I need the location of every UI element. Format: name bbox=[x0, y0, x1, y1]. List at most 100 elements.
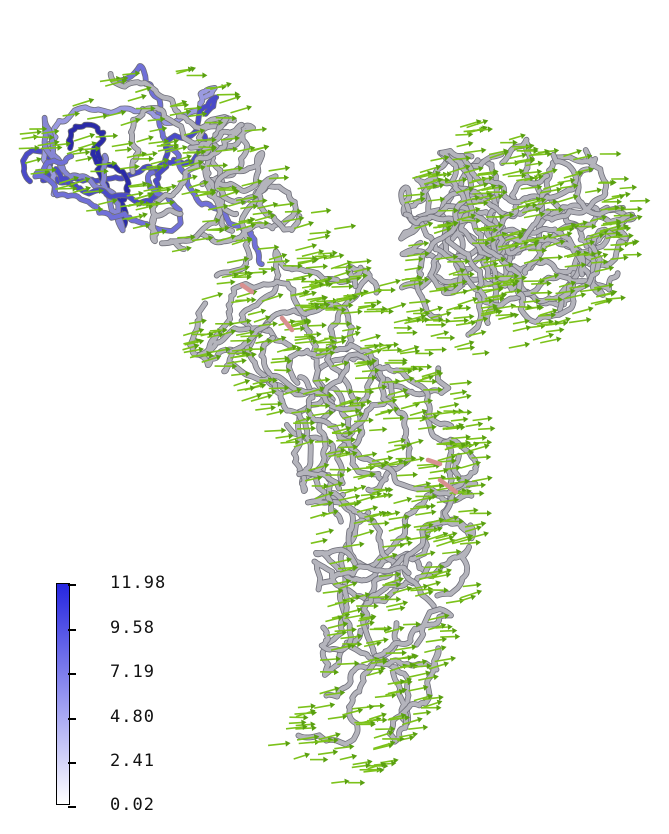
displacement-arrow-head bbox=[608, 265, 615, 272]
displacement-arrow-shaft bbox=[418, 465, 437, 470]
accent-segment bbox=[239, 282, 255, 295]
displacement-arrow-head bbox=[553, 273, 560, 279]
displacement-arrow-head bbox=[417, 265, 423, 271]
displacement-arrow-shaft bbox=[146, 164, 164, 168]
displacement-arrow-shaft bbox=[408, 242, 425, 247]
displacement-arrow-head bbox=[232, 115, 238, 122]
displacement-arrow-head bbox=[419, 307, 425, 314]
displacement-arrow-head bbox=[280, 335, 287, 342]
displacement-arrow-shaft bbox=[611, 193, 626, 198]
displacement-arrow-head bbox=[350, 436, 357, 443]
displacement-arrow-shaft bbox=[226, 258, 245, 264]
displacement-arrow-head bbox=[402, 387, 409, 394]
colorbar-label-5: 2.41 bbox=[110, 751, 155, 771]
displacement-arrow-head bbox=[329, 702, 336, 709]
displacement-arrow-shaft bbox=[516, 177, 531, 182]
displacement-arrow-shaft bbox=[335, 402, 350, 408]
displacement-arrow-shaft bbox=[457, 298, 474, 306]
colorbar-tick bbox=[68, 584, 76, 586]
displacement-arrow-head bbox=[552, 167, 558, 174]
displacement-arrow-shaft bbox=[98, 200, 114, 206]
displacement-arrow-head bbox=[355, 594, 361, 601]
displacement-arrow-head bbox=[470, 594, 477, 601]
displacement-arrow-head bbox=[272, 201, 279, 208]
accent-segment bbox=[279, 315, 295, 333]
displacement-arrow-head bbox=[475, 460, 482, 467]
colorbar-label-3: 7.19 bbox=[110, 662, 155, 682]
displacement-arrow-shaft bbox=[137, 153, 153, 157]
displacement-arrow-shaft bbox=[600, 207, 616, 211]
displacement-arrow-head bbox=[185, 109, 192, 116]
displacement-arrow-head bbox=[400, 302, 407, 308]
displacement-arrow-shaft bbox=[404, 267, 419, 271]
displacement-arrow-shaft bbox=[398, 347, 415, 353]
displacement-arrow-shaft bbox=[415, 511, 432, 516]
displacement-arrow-head bbox=[103, 168, 109, 175]
displacement-arrow-head bbox=[264, 220, 270, 226]
displacement-arrow-shaft bbox=[183, 348, 200, 354]
displacement-arrow-shaft bbox=[331, 362, 345, 368]
displacement-arrow-shaft bbox=[158, 185, 173, 191]
displacement-arrow-shaft bbox=[268, 387, 285, 390]
colorbar-label-min: 0.02 bbox=[110, 795, 155, 815]
displacement-arrow-head bbox=[351, 753, 358, 760]
displacement-arrow-shaft bbox=[309, 283, 327, 291]
displacement-arrow-head bbox=[88, 97, 95, 104]
displacement-arrow-head bbox=[483, 443, 490, 450]
displacement-arrow-shaft bbox=[537, 201, 554, 206]
displacement-arrow-shaft bbox=[388, 516, 405, 521]
displacement-arrow-head bbox=[598, 232, 605, 239]
displacement-arrow-head bbox=[493, 227, 499, 234]
displacement-arrow-head bbox=[283, 174, 290, 181]
displacement-arrow-head bbox=[443, 467, 449, 474]
displacement-arrow-shaft bbox=[444, 444, 462, 451]
displacement-arrow-head bbox=[470, 320, 477, 326]
displacement-arrow-head bbox=[614, 204, 620, 211]
displacement-arrow-head bbox=[244, 265, 250, 271]
displacement-arrow-head bbox=[498, 285, 504, 292]
displacement-arrow-shaft bbox=[291, 410, 308, 414]
displacement-arrow-head bbox=[577, 170, 584, 177]
displacement-arrow-head bbox=[303, 318, 309, 325]
displacement-arrow-shaft bbox=[483, 258, 502, 264]
displacement-arrow-shaft bbox=[271, 357, 285, 361]
displacement-arrow-shaft bbox=[520, 198, 537, 204]
displacement-arrow-head bbox=[341, 306, 347, 313]
displacement-arrow-shaft bbox=[502, 233, 520, 237]
displacement-arrow-shaft bbox=[352, 467, 371, 470]
highlight-segments bbox=[239, 282, 459, 495]
displacement-arrow-head bbox=[285, 740, 291, 747]
displacement-arrow-head bbox=[323, 463, 330, 469]
displacement-arrow-shaft bbox=[409, 278, 425, 282]
displacement-arrow-head bbox=[529, 156, 536, 163]
displacement-arrow-head bbox=[645, 197, 651, 204]
displacement-arrow-shaft bbox=[583, 234, 600, 241]
displacement-arrow-head bbox=[269, 213, 276, 220]
displacement-arrow-head bbox=[394, 510, 401, 517]
displacement-arrow-head bbox=[453, 283, 459, 290]
displacement-arrow-head bbox=[473, 507, 479, 514]
backbone-tube bbox=[284, 422, 400, 604]
displacement-arrow-shaft bbox=[574, 253, 592, 256]
displacement-arrow-head bbox=[278, 408, 285, 415]
displacement-arrow-head bbox=[391, 397, 398, 404]
displacement-arrow-shaft bbox=[371, 457, 389, 462]
displacement-arrow-shaft bbox=[309, 297, 324, 303]
displacement-arrow-shaft bbox=[457, 347, 471, 351]
displacement-arrow-shaft bbox=[427, 533, 444, 541]
displacement-arrow-head bbox=[218, 119, 224, 126]
displacement-arrow-head bbox=[297, 262, 303, 269]
displacement-arrow-shaft bbox=[310, 502, 329, 508]
displacement-arrow-shaft bbox=[366, 639, 385, 644]
displacement-arrow-shaft bbox=[543, 256, 559, 259]
displacement-arrow-shaft bbox=[448, 270, 462, 276]
displacement-arrow-head bbox=[477, 421, 484, 428]
displacement-arrow-shaft bbox=[216, 236, 232, 243]
displacement-arrow-head bbox=[407, 540, 413, 547]
colorbar-tick bbox=[68, 806, 76, 808]
displacement-arrow-shaft bbox=[336, 439, 352, 442]
displacement-arrow-head bbox=[584, 283, 590, 289]
displacement-arrow-shaft bbox=[455, 188, 470, 194]
displacement-arrow-shaft bbox=[540, 338, 557, 344]
displacement-arrow-head bbox=[406, 586, 413, 592]
